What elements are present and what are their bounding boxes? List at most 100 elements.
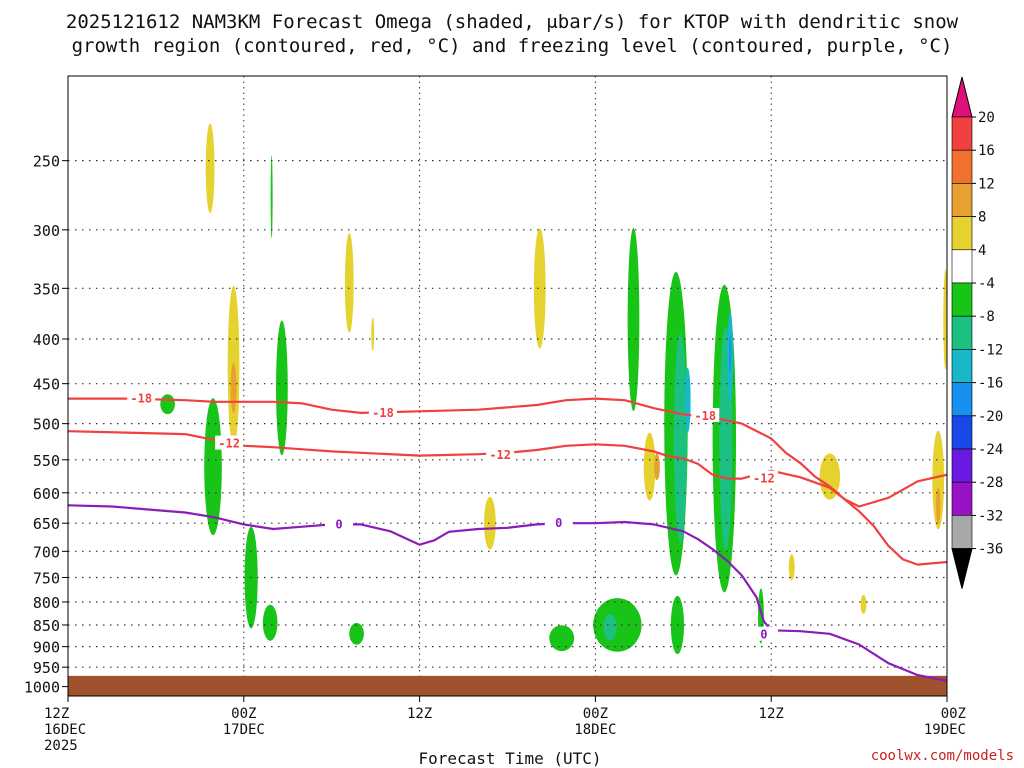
omega-region-1 xyxy=(205,123,215,214)
colorbar-label-4: 4 xyxy=(978,243,986,259)
colorbar-swatch-4 xyxy=(951,216,973,251)
colorbar-label-2: 12 xyxy=(978,176,995,192)
colorbar-swatch-13 xyxy=(951,515,973,549)
xtick-label-60-0: 00Z xyxy=(941,706,966,722)
colorbar-swatch-2 xyxy=(951,149,973,184)
contour-labels: -18 -18 -18 -12 -12 -12 0 0 0 xyxy=(127,390,778,642)
terrain-layer xyxy=(68,675,947,696)
colorbar-label-11: -28 xyxy=(978,475,1003,491)
omega-region-10 xyxy=(262,604,278,641)
colorbar-swatch-10 xyxy=(951,415,973,450)
colorbar-label-13: -36 xyxy=(978,542,1003,558)
omega-region-21 xyxy=(729,334,732,372)
colorbar-legend: 20 16 12 8 4 -4 -8 -12 -16 -20 -24 -28 -32 -36 xyxy=(951,76,1003,589)
omega-region-27 xyxy=(349,622,364,645)
xtick-label-60-1: 19DEC xyxy=(924,722,966,738)
colorbar-label-1: 16 xyxy=(978,143,995,159)
xtick-label-24-0: 12Z xyxy=(407,706,432,722)
contour-label--12-3: -12 xyxy=(753,472,775,486)
omega-region-8 xyxy=(160,394,175,415)
contour-line--18 xyxy=(68,397,947,566)
terrain-fill xyxy=(68,675,947,696)
ytick-label-250: 250 xyxy=(33,153,60,171)
contour-label-bg-0-2 xyxy=(544,515,573,530)
omega-region-11 xyxy=(484,496,496,550)
colorbar-swatch-1 xyxy=(951,116,973,151)
colorbar-label-9: -20 xyxy=(978,409,1003,425)
colorbar-swatch-5 xyxy=(951,249,973,284)
xtick-label-0-0: 12Z xyxy=(44,706,69,722)
xtick-label-36-1: 18DEC xyxy=(574,722,616,738)
contour-label-bg--18-3 xyxy=(691,407,720,422)
omega-region-30 xyxy=(860,594,867,614)
ytick-label-700: 700 xyxy=(33,543,60,561)
ytick-label-1000: 1000 xyxy=(24,679,60,697)
ytick-label-850: 850 xyxy=(33,617,60,635)
chart-title-line-1: 2025121612 NAM3KM Forecast Omega (shaded… xyxy=(66,11,959,33)
colorbar-swatch-12 xyxy=(951,481,973,516)
colorbar-swatch-11 xyxy=(951,448,973,483)
contour-label--18-3: -18 xyxy=(694,409,716,423)
colorbar-label-10: -24 xyxy=(978,442,1003,458)
colorbar-label-8: -16 xyxy=(978,376,1003,392)
xtick-label-0-1: 16DEC xyxy=(44,722,86,738)
plot-frame xyxy=(67,75,948,697)
ytick-label-950: 950 xyxy=(33,659,60,677)
contour-label-bg--12-1 xyxy=(215,435,244,450)
colorbar-label-5: -4 xyxy=(978,276,995,292)
omega-region-32 xyxy=(943,269,947,370)
omega-region-24 xyxy=(549,625,575,652)
omega-region-14 xyxy=(643,432,656,501)
ytick-label-800: 800 xyxy=(33,594,60,612)
contour-label-bg--12-3 xyxy=(749,470,778,485)
omega-region-2 xyxy=(270,155,273,239)
plot-area xyxy=(68,76,947,696)
contour-label--18-1: -18 xyxy=(130,392,152,406)
colorbar-swatch-7 xyxy=(951,315,973,350)
omega-region-33 xyxy=(230,362,237,413)
ytick-label-650: 650 xyxy=(33,515,60,533)
omega-region-35 xyxy=(936,486,941,524)
omega-region-13 xyxy=(627,227,640,412)
colorbar-swatch-8 xyxy=(951,349,973,383)
omega-region-4 xyxy=(276,320,288,456)
omega-region-16 xyxy=(673,333,687,544)
contour-label-bg--18-2 xyxy=(368,404,397,419)
contour-label-bg-0-1 xyxy=(325,516,354,531)
colorbar-swatch-6 xyxy=(951,282,973,317)
credit-text: coolwx.com/models xyxy=(871,748,1014,764)
ytick-label-450: 450 xyxy=(33,376,60,394)
ytick-label-400: 400 xyxy=(33,331,60,349)
omega-region-12 xyxy=(533,228,546,349)
xtick-label-0-2: 2025 xyxy=(44,738,78,754)
contour-label--18-2: -18 xyxy=(372,406,394,420)
omega-region-22 xyxy=(593,598,642,652)
contour-label-bg--12-2 xyxy=(486,446,515,461)
ytick-label-900: 900 xyxy=(33,639,60,657)
ytick-label-550: 550 xyxy=(33,452,60,470)
contour-label-0-3: 0 xyxy=(760,628,767,642)
xtick-label-12-0: 00Z xyxy=(231,706,256,722)
ytick-label-350: 350 xyxy=(33,280,60,298)
omega-region-29 xyxy=(788,554,795,581)
omega-region-17 xyxy=(684,367,691,433)
colorbar-bottom-arrow xyxy=(951,548,973,589)
colorbar-label-12: -32 xyxy=(978,508,1003,524)
omega-region-7 xyxy=(204,398,222,536)
colorbar-swatch-9 xyxy=(951,382,973,417)
omega-region-23 xyxy=(603,613,617,641)
chart-title-line-2: growth region (contoured, red, °C) and f… xyxy=(72,35,953,57)
colorbar-label-6: -8 xyxy=(978,309,995,325)
ytick-label-750: 750 xyxy=(33,569,60,587)
colorbar-swatch-3 xyxy=(951,183,973,217)
colorbar-top-arrow xyxy=(951,76,973,118)
contour-label-0-2: 0 xyxy=(555,516,562,530)
contour-label-bg-0-3 xyxy=(749,626,778,641)
omega-region-5 xyxy=(344,233,354,333)
contour-label--12-1: -12 xyxy=(218,437,240,451)
xtick-label-36-0: 00Z xyxy=(583,706,608,722)
contour-label-0-1: 0 xyxy=(335,517,342,531)
ytick-label-500: 500 xyxy=(33,416,60,434)
